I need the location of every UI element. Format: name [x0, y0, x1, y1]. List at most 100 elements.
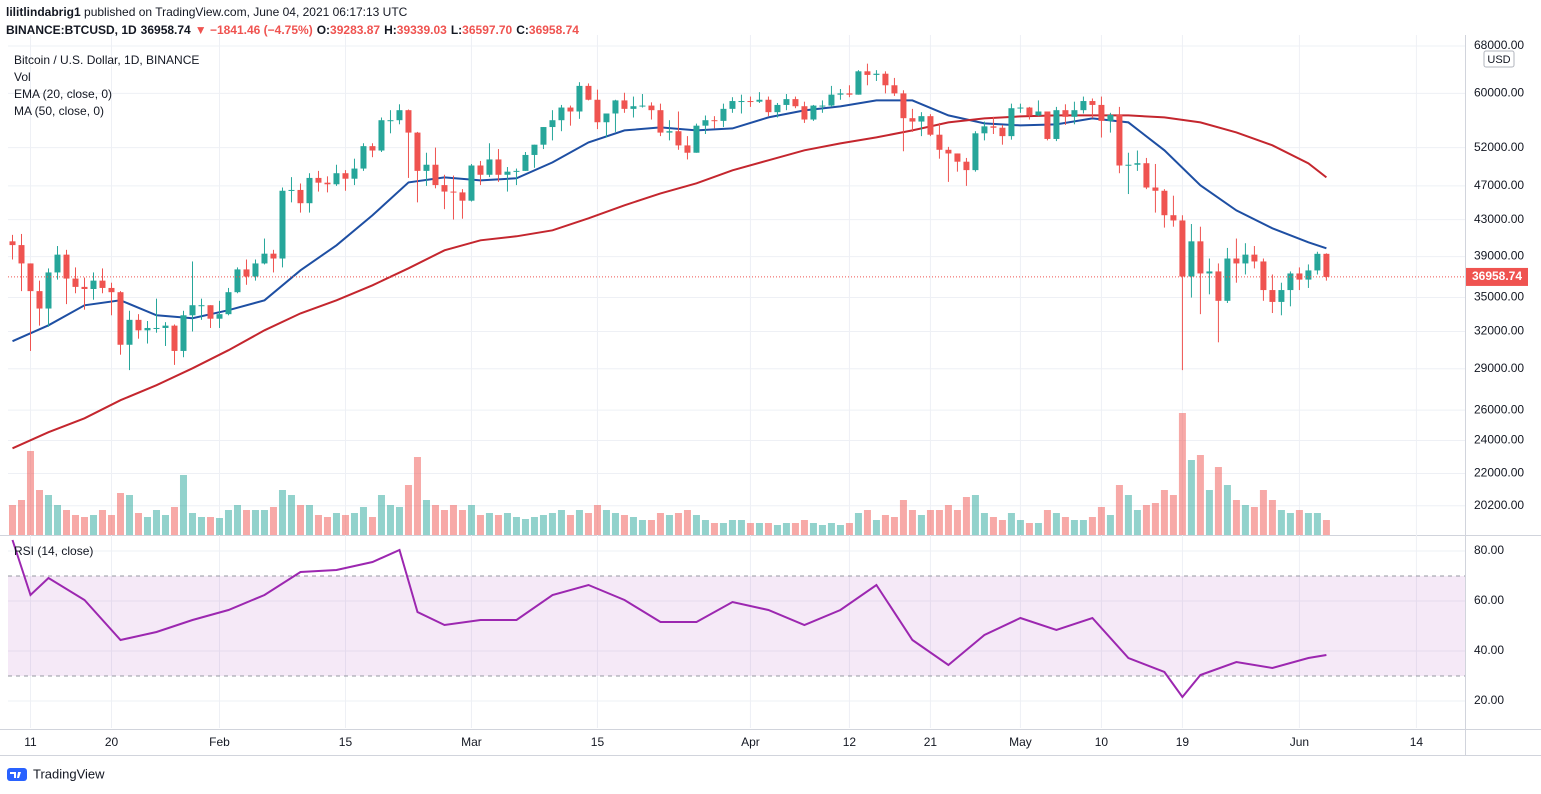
last-price-box	[1466, 267, 1528, 286]
candle-body	[198, 305, 205, 307]
candle-body	[738, 101, 745, 103]
currency-box	[1483, 50, 1515, 68]
candle-body	[549, 120, 556, 128]
volume-bar	[566, 515, 574, 535]
candle-body	[801, 106, 808, 120]
rsi-line	[11, 539, 1327, 699]
volume-bar	[404, 485, 412, 535]
candle-body	[1170, 215, 1177, 221]
volume-bar	[539, 515, 547, 535]
volume-bar	[629, 517, 637, 535]
candle-body	[981, 126, 988, 134]
x-tick-label: 19	[1176, 735, 1190, 749]
candle-body	[414, 132, 421, 171]
volume-bar	[980, 513, 988, 535]
volume-bar	[53, 505, 61, 535]
volume-bar	[278, 490, 286, 535]
volume-bar	[1295, 510, 1303, 535]
candle-body	[1251, 254, 1258, 262]
candle-body	[243, 269, 250, 277]
candle-body	[117, 292, 124, 345]
candle-body	[756, 99, 763, 102]
candle-body	[1107, 114, 1114, 121]
volume-bar	[431, 505, 439, 535]
candle-body	[837, 93, 844, 95]
candle-body	[1080, 101, 1087, 111]
volume-bar	[521, 519, 529, 535]
candle-body	[1224, 258, 1231, 301]
candle-body	[693, 125, 700, 153]
volume-bar	[341, 515, 349, 535]
y-tick-label: 32000.00	[1474, 324, 1524, 338]
candle-body	[882, 73, 889, 86]
candle-body	[855, 71, 862, 95]
volume-bar	[377, 495, 385, 535]
volume-bar	[989, 517, 997, 535]
volume-bar	[593, 505, 601, 535]
candle-body	[126, 319, 133, 345]
y-tick-label: 26000.00	[1474, 402, 1524, 416]
candle-body	[333, 173, 340, 185]
volume-bar	[503, 513, 511, 535]
volume-bar	[656, 513, 664, 535]
volume-bar	[1232, 500, 1240, 535]
x-tick-label: 15	[339, 735, 353, 749]
x-tick-label: Apr	[741, 735, 760, 749]
candle-body	[1314, 253, 1321, 271]
candle-body	[576, 85, 583, 112]
volume-bar	[917, 515, 925, 535]
volume-bar	[827, 523, 835, 535]
candle-body	[468, 165, 475, 201]
volume-bar	[647, 520, 655, 535]
volume-bar	[476, 515, 484, 535]
volume-bar	[233, 505, 241, 535]
volume-bar	[791, 523, 799, 535]
author: lilitlindabrig1	[6, 5, 81, 19]
candle-body	[261, 253, 268, 264]
volume-bar	[152, 510, 160, 535]
candle-body	[999, 127, 1006, 137]
published: published on TradingView.com, June 04, 2…	[84, 5, 408, 19]
volume-bar	[458, 510, 466, 535]
c-value: 36958.74	[528, 23, 579, 37]
volume-bar	[926, 510, 934, 535]
candle-body	[450, 191, 457, 193]
candle-body	[819, 105, 826, 107]
x-tick-label: Mar	[461, 735, 482, 749]
volume-bar	[998, 520, 1006, 535]
volume-bar	[359, 507, 367, 535]
candle-body	[1269, 290, 1276, 302]
y-tick-label: 24000.00	[1474, 433, 1524, 447]
volume-bar	[449, 505, 457, 535]
candle-body	[603, 113, 610, 123]
volume-bar	[1223, 485, 1231, 535]
candle-body	[909, 118, 916, 122]
volume-bar	[1034, 523, 1042, 535]
candle-body	[27, 263, 34, 292]
volume-bar	[755, 523, 763, 535]
candle-body	[45, 272, 52, 309]
legend-ema: EMA (20, close, 0)	[14, 87, 113, 101]
candle-body	[1305, 270, 1312, 280]
candle-body	[99, 280, 106, 288]
candle-body	[864, 71, 871, 75]
legend-ma: MA (50, close, 0)	[14, 104, 105, 118]
volume-bar	[260, 510, 268, 535]
volume-bar	[683, 510, 691, 535]
volume-bar	[251, 510, 259, 535]
candle-body	[396, 110, 403, 121]
x-tick-label: 15	[591, 735, 605, 749]
candle-body	[279, 190, 286, 259]
volume-bar	[242, 510, 250, 535]
candle-body	[108, 287, 115, 293]
x-tick-label: Feb	[209, 735, 230, 749]
volume-bar	[665, 515, 673, 535]
candle-body	[990, 126, 997, 128]
candle-body	[504, 171, 511, 175]
logo	[7, 768, 27, 781]
volume-bar	[1304, 513, 1312, 535]
volume-bar	[386, 505, 394, 535]
x-tick-label: 10	[1095, 735, 1109, 749]
candle-body	[531, 144, 538, 155]
volume-bar	[1097, 507, 1105, 535]
